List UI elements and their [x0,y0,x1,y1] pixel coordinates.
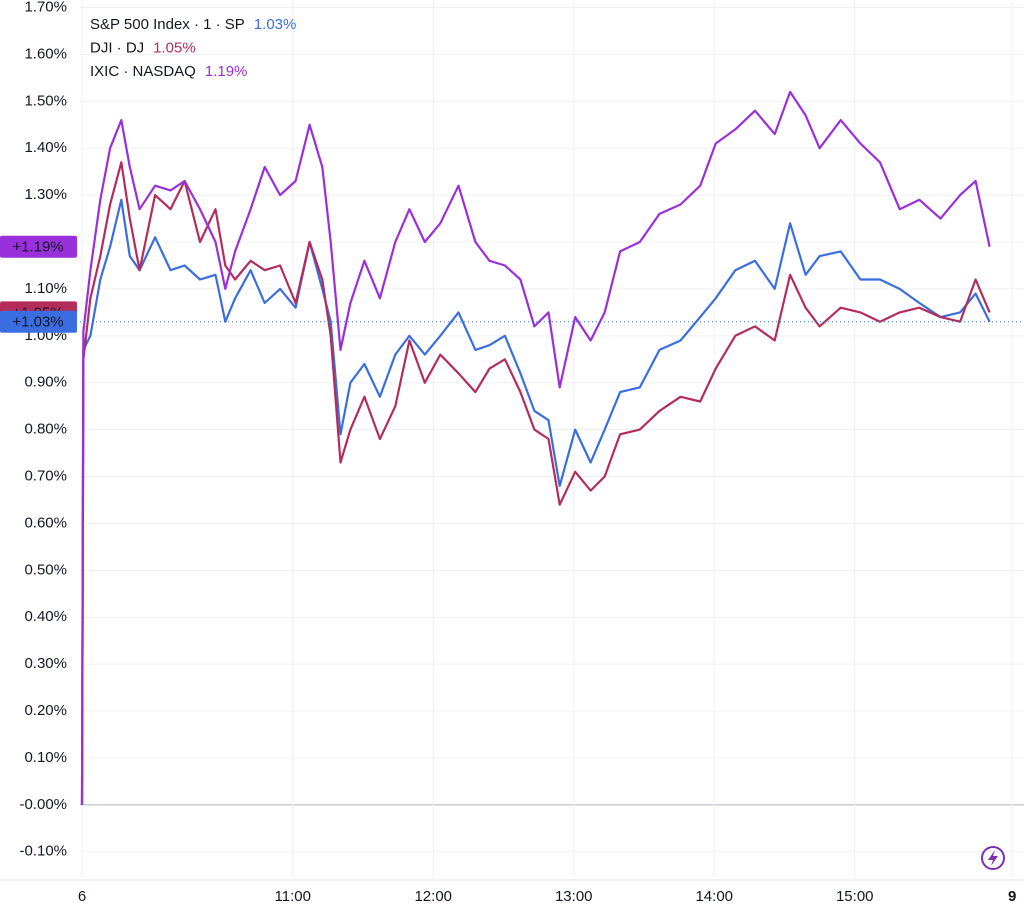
y-tick-label: -0.00% [19,796,67,813]
legend-value: 1.03% [254,16,297,33]
legend-name: DJI · DJ [90,39,144,56]
series-line [80,198,991,805]
series-line [80,161,991,805]
legend-entry: IXIC · NASDAQ 1.19% [90,63,247,80]
x-tick-label: 9 [1008,888,1016,905]
legend-name: IXIC · NASDAQ [90,63,196,80]
legend-value: 1.19% [205,63,248,80]
series-line [80,90,991,805]
y-tick-label: 0.80% [24,421,67,438]
price-badge-label: +1.19% [12,239,63,256]
x-tick-label: 14:00 [695,888,733,905]
legend-entry: S&P 500 Index · 1 · SP 1.03% [90,16,296,33]
x-tick-label: 15:00 [836,888,874,905]
legend-entry: DJI · DJ 1.05% [90,39,196,56]
price-badge-label: +1.03% [12,314,63,331]
y-tick-label: 0.50% [24,561,67,578]
grid [80,0,1024,878]
x-tick-label: 11:00 [275,888,311,905]
y-tick-label: 0.90% [24,374,67,391]
x-tick-label: 6 [78,888,86,905]
legend-name: S&P 500 Index · 1 · SP [90,16,245,33]
y-tick-label: 1.50% [24,92,67,109]
y-tick-label: 1.70% [24,0,67,15]
y-tick-label: -0.10% [19,843,67,860]
x-tick-label: 12:00 [414,888,452,905]
plot [80,90,1024,805]
labels: 1.70%1.60%1.50%1.40%1.30%1.20%1.10%1.00%… [0,0,1016,905]
lightning-button[interactable] [981,846,1005,870]
y-tick-label: 0.40% [24,608,67,625]
y-tick-label: 1.30% [24,186,67,203]
y-tick-label: 0.60% [24,514,67,531]
y-tick-label: 0.30% [24,655,67,672]
y-tick-label: 0.20% [24,702,67,719]
price-badge [0,310,77,333]
legend-value: 1.05% [153,39,196,56]
price-badge [0,235,77,258]
x-tick-label: 13:00 [555,888,593,905]
y-tick-label: 1.60% [24,45,67,62]
y-tick-label: 0.70% [24,467,67,484]
y-tick-label: 1.40% [24,139,67,156]
y-tick-label: 1.10% [24,280,67,297]
y-tick-label: 0.10% [24,749,67,766]
